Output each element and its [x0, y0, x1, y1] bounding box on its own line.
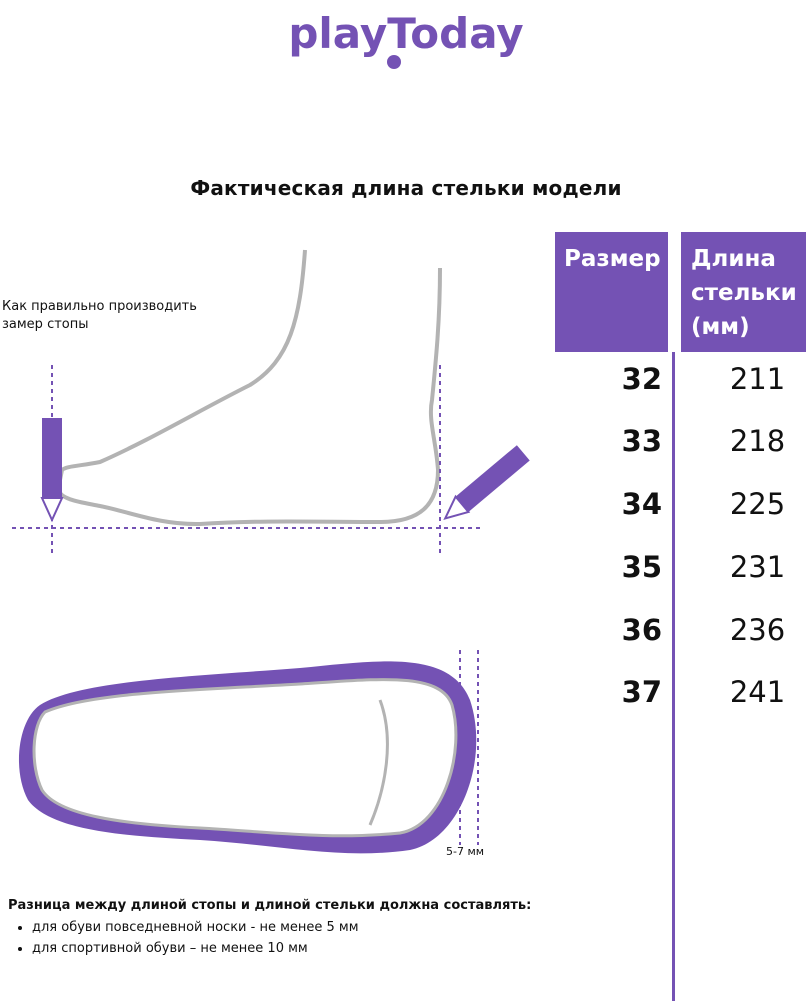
table-row: 37 241	[555, 675, 812, 715]
pencil-icon	[443, 445, 530, 520]
table-row: 32 211	[555, 362, 812, 402]
measure-note: Как правильно производить замер стопы	[2, 299, 197, 332]
size-value: 36	[621, 613, 662, 647]
size-value: 37	[621, 675, 662, 709]
size-value: 32	[621, 362, 662, 396]
brand-logo: playToday	[0, 0, 812, 75]
foot-sole-outline	[32, 678, 458, 838]
table-row: 36 236	[555, 613, 812, 653]
footer-item: для спортивной обуви – не менее 10 мм	[32, 938, 531, 959]
footer-note: Разница между длиной стопы и длиной стел…	[8, 898, 531, 959]
size-value: 34	[621, 487, 662, 521]
length-value: 225	[729, 487, 786, 521]
foot-side-outline	[55, 249, 442, 527]
page-title: Фактическая длина стельки модели	[190, 176, 622, 200]
gap-label: 5-7 мм	[446, 845, 485, 858]
table-row: 35 231	[555, 550, 812, 590]
table-row: 33 218	[555, 424, 812, 464]
pencil-icon	[40, 418, 64, 523]
footer-heading: Разница между длиной стопы и длиной стел…	[8, 898, 532, 913]
length-column-header: Длина стельки (мм)	[681, 232, 806, 352]
logo-text: playToday	[288, 9, 523, 58]
column-divider	[672, 352, 675, 1001]
size-value: 33	[621, 424, 662, 458]
size-column-header: Размер	[555, 232, 668, 352]
length-value: 241	[729, 675, 786, 709]
foot-measurement-illustration	[12, 249, 530, 854]
footer-item: для обуви повседневной носки - не менее …	[32, 917, 531, 938]
length-value: 211	[729, 362, 786, 396]
table-row: 34 225	[555, 487, 812, 527]
length-value: 231	[729, 550, 786, 584]
length-value: 236	[729, 613, 786, 647]
length-value: 218	[729, 424, 786, 458]
size-value: 35	[621, 550, 662, 584]
